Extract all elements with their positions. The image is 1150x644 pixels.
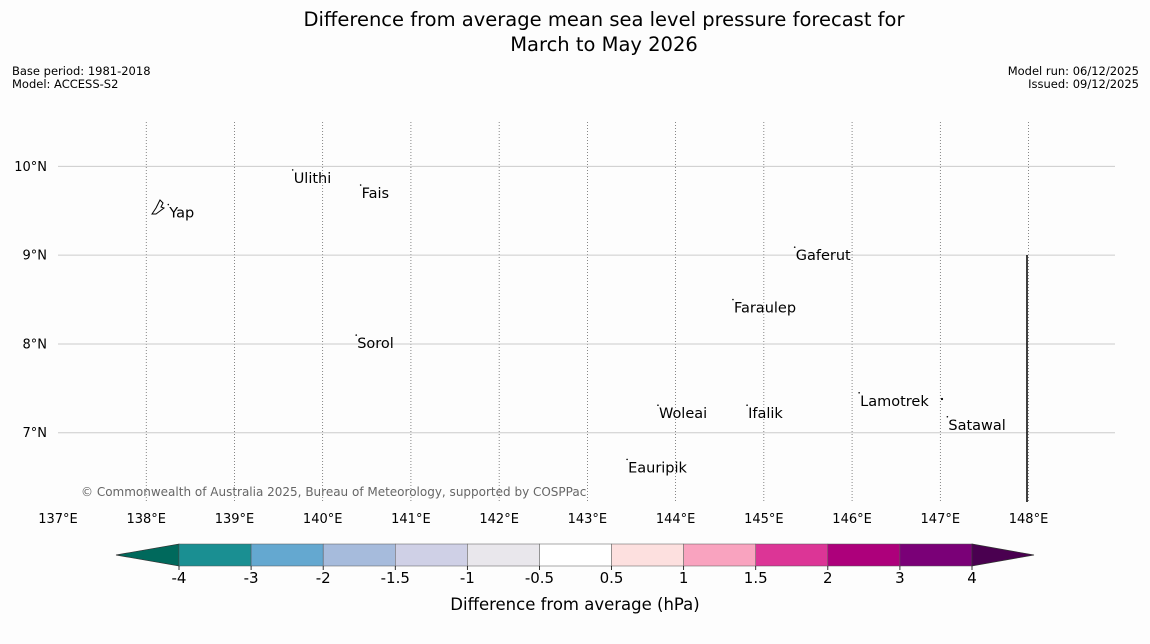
place-marker: [946, 415, 949, 418]
place-marker: [167, 203, 170, 206]
colorbar-under-triangle: [115, 543, 180, 567]
place-label: Yap: [168, 206, 194, 222]
place-marker: [746, 404, 748, 407]
colorbar-tick-label: 2: [823, 569, 833, 587]
lon-tick-label: 148°E: [1009, 512, 1049, 527]
colorbar-over-triangle: [971, 543, 1035, 567]
title-line-1: Difference from average mean sea level p…: [303, 8, 905, 31]
islet-marker: [940, 397, 944, 401]
lon-tick-label: 137°E: [38, 512, 78, 527]
lon-tick-label: 146°E: [832, 512, 872, 527]
colorbar-label: Difference from average (hPa): [450, 595, 699, 614]
place-label: Ulithi: [294, 171, 332, 187]
place-marker: [355, 334, 358, 336]
place-label: Faraulep: [734, 301, 796, 317]
colorbar-tick-label: -4: [172, 569, 187, 587]
place-marker: [858, 391, 860, 394]
colorbar: -4 -3 -2 -1.5 -1 -0.5 0.5 1 1.5 2 3 4: [115, 543, 1035, 587]
place-label: Eauripik: [628, 460, 687, 476]
place-marker: [626, 458, 628, 461]
issued-text: Issued: 09/12/2025: [1028, 77, 1139, 91]
meta-right: Model run: 06/12/2025 Issued: 09/12/2025: [1008, 65, 1139, 91]
copyright-text: © Commonwealth of Australia 2025, Bureau…: [81, 485, 586, 499]
place-labels: Yap Ulithi Fais Gaferut Faraulep Sorol Lamotre…: [167, 169, 1006, 476]
colorbar-tick-label: -0.5: [525, 569, 554, 587]
place-marker: [359, 184, 362, 186]
meta-left: Base period: 1981-2018 Model: ACCESS-S2: [12, 65, 151, 91]
title-line-2: March to May 2026: [510, 32, 698, 56]
base-period-text: Base period: 1981-2018: [12, 64, 151, 78]
colorbar-segment: [178, 543, 252, 567]
colorbar-segment: [250, 543, 324, 567]
place-marker: [793, 246, 796, 248]
lon-tick-label: 140°E: [303, 512, 343, 527]
colorbar-tick-label: -3: [244, 569, 259, 587]
place-marker: [291, 169, 294, 171]
colorbar-tick-label: 0.5: [600, 569, 624, 587]
place-label: Satawal: [948, 418, 1005, 434]
colorbar-segment: [395, 543, 468, 567]
chart-title: Difference from average mean sea level p…: [0, 8, 1150, 57]
lat-tick-label: 8°N: [23, 337, 48, 352]
lon-tick-label: 144°E: [656, 512, 696, 527]
lon-tick-label: 141°E: [391, 512, 431, 527]
colorbar-tick-label: 3: [895, 569, 905, 587]
model-text: Model: ACCESS-S2: [12, 77, 119, 91]
colorbar-tick-label: -1.5: [381, 569, 410, 587]
colorbar-segment: [899, 543, 973, 567]
lon-tick-label: 142°E: [479, 512, 519, 527]
colorbar-segment: [683, 543, 756, 567]
lon-tick-label: 145°E: [744, 512, 784, 527]
lon-tick-label: 139°E: [215, 512, 255, 527]
model-run-text: Model run: 06/12/2025: [1007, 64, 1139, 78]
colorbar-tick-label: 1.5: [744, 569, 768, 587]
lat-tick-label: 7°N: [23, 426, 48, 441]
place-label: Woleai: [659, 406, 707, 422]
colorbar-segment: [611, 543, 684, 567]
lat-tick-label: 9°N: [23, 249, 48, 264]
lon-tick-label: 138°E: [126, 512, 166, 527]
place-label: Lamotrek: [860, 394, 929, 410]
colorbar-tick-label: 4: [967, 569, 977, 587]
map-gridlines: [58, 122, 1115, 502]
lat-tick-label: 10°N: [14, 160, 47, 175]
place-label: Ifalik: [748, 406, 783, 422]
lon-tick-label: 143°E: [568, 512, 608, 527]
place-label: Sorol: [357, 336, 394, 352]
place-label: Gaferut: [796, 248, 851, 264]
colorbar-segment: [322, 543, 396, 567]
place-marker: [732, 298, 734, 301]
colorbar-tick-label: -2: [316, 569, 331, 587]
lon-tick-label: 147°E: [921, 512, 961, 527]
colorbar-segment: [539, 543, 612, 567]
colorbar-segment: [755, 543, 829, 567]
colorbar-tick-label: -1: [460, 569, 475, 587]
place-label: Fais: [362, 186, 389, 202]
colorbar-tick-label: 1: [679, 569, 689, 587]
place-marker: [657, 404, 659, 407]
axis-tick-labels: 137°E 138°E 139°E 140°E 141°E 142°E 143°E 144°E…: [14, 160, 1048, 527]
colorbar-segment: [467, 543, 540, 567]
yap-island-shape: [151, 199, 166, 215]
yap-coastline: [151, 199, 166, 215]
colorbar-segment: [827, 543, 901, 567]
